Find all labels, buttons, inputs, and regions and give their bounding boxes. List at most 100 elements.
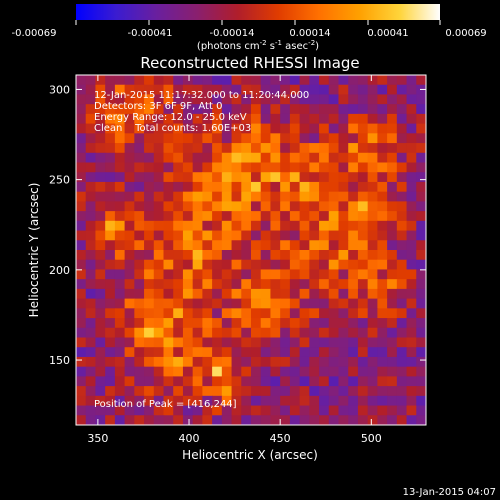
heatmap-cell — [377, 288, 388, 300]
heatmap-cell — [270, 415, 281, 425]
heatmap-cell — [124, 366, 135, 377]
heatmap-cell — [221, 308, 233, 319]
heatmap-cell — [182, 337, 194, 348]
heatmap-cell — [124, 152, 135, 164]
heatmap-cell — [416, 366, 426, 377]
heatmap-cell — [416, 133, 426, 144]
heatmap-cell — [309, 250, 320, 261]
heatmap-cell — [406, 143, 417, 154]
heatmap-cell — [124, 279, 135, 290]
heatmap-cell — [163, 230, 174, 241]
x-tick-label: 450 — [270, 432, 291, 445]
heatmap-cell — [396, 288, 408, 300]
heatmap-cell — [396, 269, 408, 280]
heatmap-cell — [280, 288, 291, 300]
heatmap-cell — [367, 113, 378, 125]
heatmap-cell — [309, 133, 320, 144]
heatmap-cell — [396, 386, 408, 397]
heatmap-cell — [260, 327, 272, 339]
heatmap-cell — [367, 337, 378, 348]
heatmap-cell — [192, 133, 203, 144]
heatmap-cell — [124, 172, 135, 183]
heatmap-cell — [309, 230, 320, 241]
heatmap-cell — [202, 230, 213, 241]
heatmap-cell — [357, 298, 369, 309]
heatmap-cell — [416, 181, 426, 193]
heatmap-cell — [270, 386, 281, 397]
heatmap-cell — [289, 172, 301, 183]
heatmap-cell — [114, 230, 126, 241]
heatmap-cell — [105, 143, 116, 154]
heatmap-cell — [153, 220, 165, 232]
heatmap-cell — [95, 415, 106, 425]
heatmap-cell — [163, 318, 174, 329]
heatmap-cell — [85, 133, 97, 144]
heatmap-cell — [280, 415, 291, 425]
heatmap-cell — [309, 152, 320, 164]
heatmap-cell — [202, 259, 213, 271]
heatmap-cell — [280, 318, 291, 329]
heatmap-cell — [348, 405, 359, 416]
heatmap-cell — [76, 211, 87, 222]
heatmap-cell — [387, 230, 398, 241]
heatmap-cell — [95, 172, 106, 183]
heatmap-cell — [221, 220, 233, 232]
heatmap-cell — [182, 250, 194, 261]
heatmap-cell — [173, 259, 184, 271]
heatmap-cell — [299, 395, 310, 407]
heatmap-cell — [367, 104, 378, 115]
heatmap-cell — [328, 240, 340, 251]
heatmap-cell — [338, 84, 349, 96]
heatmap-cell — [251, 84, 262, 96]
heatmap-cell — [357, 395, 369, 407]
heatmap-cell — [114, 162, 126, 173]
heatmap-cell — [251, 201, 262, 212]
heatmap-cell — [328, 269, 340, 280]
heatmap-cell — [319, 104, 330, 115]
heatmap-cell — [144, 279, 155, 290]
heatmap-cell — [328, 405, 340, 416]
heatmap-cell — [299, 308, 310, 319]
heatmap-cell — [241, 113, 252, 125]
heatmap-cell — [134, 211, 145, 222]
heatmap-cell — [377, 152, 388, 164]
heatmap-cell — [163, 143, 174, 154]
heatmap-cell — [124, 230, 135, 241]
heatmap-cell — [231, 181, 242, 193]
heatmap-cell — [212, 250, 223, 261]
heatmap-cell — [338, 162, 349, 173]
heatmap-cell — [299, 94, 310, 105]
heatmap-cell — [192, 162, 203, 173]
heatmap-cell — [192, 123, 203, 134]
heatmap-cell — [241, 211, 252, 222]
heatmap-cell — [134, 84, 145, 96]
heatmap-cell — [367, 298, 378, 309]
heatmap-cell — [289, 94, 301, 105]
heatmap-cell — [299, 230, 310, 241]
heatmap-cell — [260, 201, 272, 212]
heatmap-cell — [416, 259, 426, 271]
heatmap-cell — [114, 191, 126, 202]
heatmap-cell — [76, 104, 87, 115]
heatmap-cell — [231, 279, 242, 290]
heatmap-cell — [289, 143, 301, 154]
heatmap-cell — [192, 366, 203, 377]
heatmap-cell — [212, 356, 223, 368]
heatmap-cell — [299, 191, 310, 202]
heatmap-cell — [251, 337, 262, 348]
heatmap-cell — [144, 298, 155, 309]
heatmap-cell — [163, 308, 174, 319]
heatmap-cell — [406, 181, 417, 193]
heatmap-cell — [85, 104, 97, 115]
heatmap-cell — [270, 366, 281, 377]
heatmap-cell — [387, 201, 398, 212]
heatmap-cell — [377, 337, 388, 348]
heatmap-cell — [280, 94, 291, 105]
heatmap-cell — [328, 113, 340, 125]
heatmap-cell — [289, 366, 301, 377]
heatmap-cell — [231, 308, 242, 319]
heatmap-cell — [406, 356, 417, 368]
heatmap-cell — [251, 308, 262, 319]
heatmap-cell — [95, 94, 106, 105]
heatmap-cell — [134, 230, 145, 241]
